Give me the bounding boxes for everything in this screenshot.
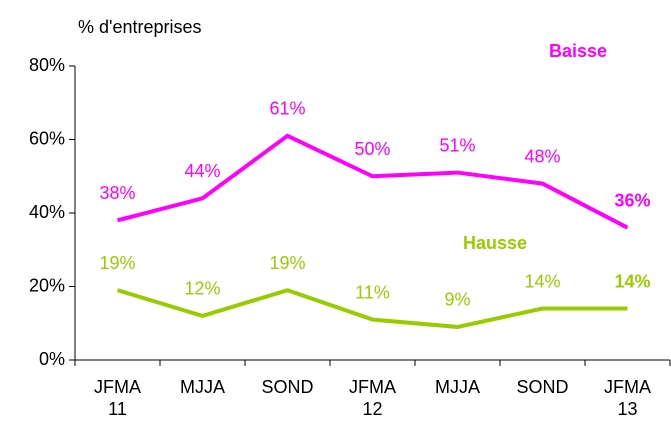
data-label: 50% <box>354 139 390 159</box>
data-label: 19% <box>99 253 135 273</box>
series-label: Hausse <box>463 233 527 253</box>
data-label: 36% <box>614 190 650 210</box>
data-label: 12% <box>184 279 220 299</box>
data-label: 9% <box>444 290 470 310</box>
data-label: 14% <box>614 271 650 291</box>
data-label: 61% <box>269 99 305 119</box>
data-label: 38% <box>99 183 135 203</box>
data-label: 44% <box>184 161 220 181</box>
x-tick-label: SOND <box>261 377 314 397</box>
data-label: 51% <box>439 135 475 155</box>
x-tick-label: MJJA <box>180 377 225 397</box>
line <box>116 288 628 329</box>
x-tick-label: SOND <box>516 377 569 397</box>
x-tick-label: JFMA 11 <box>94 377 141 419</box>
y-tick-label: 80% <box>29 55 65 75</box>
y-axis-label: % d'entreprises <box>78 17 202 37</box>
data-label: 11% <box>355 282 390 302</box>
y-tick-label: 20% <box>29 275 65 295</box>
data-label: 14% <box>524 271 560 291</box>
data-label: 48% <box>524 146 560 166</box>
x-tick-label: JFMA 13 <box>604 377 651 419</box>
line <box>116 133 629 230</box>
y-tick-label: 0% <box>39 349 65 369</box>
y-tick-label: 60% <box>29 128 65 148</box>
data-label: 19% <box>269 253 305 273</box>
series-label: Baisse <box>549 41 607 61</box>
x-tick-label: JFMA 12 <box>349 377 396 419</box>
x-tick-label: MJJA <box>435 377 480 397</box>
y-tick-label: 40% <box>29 202 65 222</box>
